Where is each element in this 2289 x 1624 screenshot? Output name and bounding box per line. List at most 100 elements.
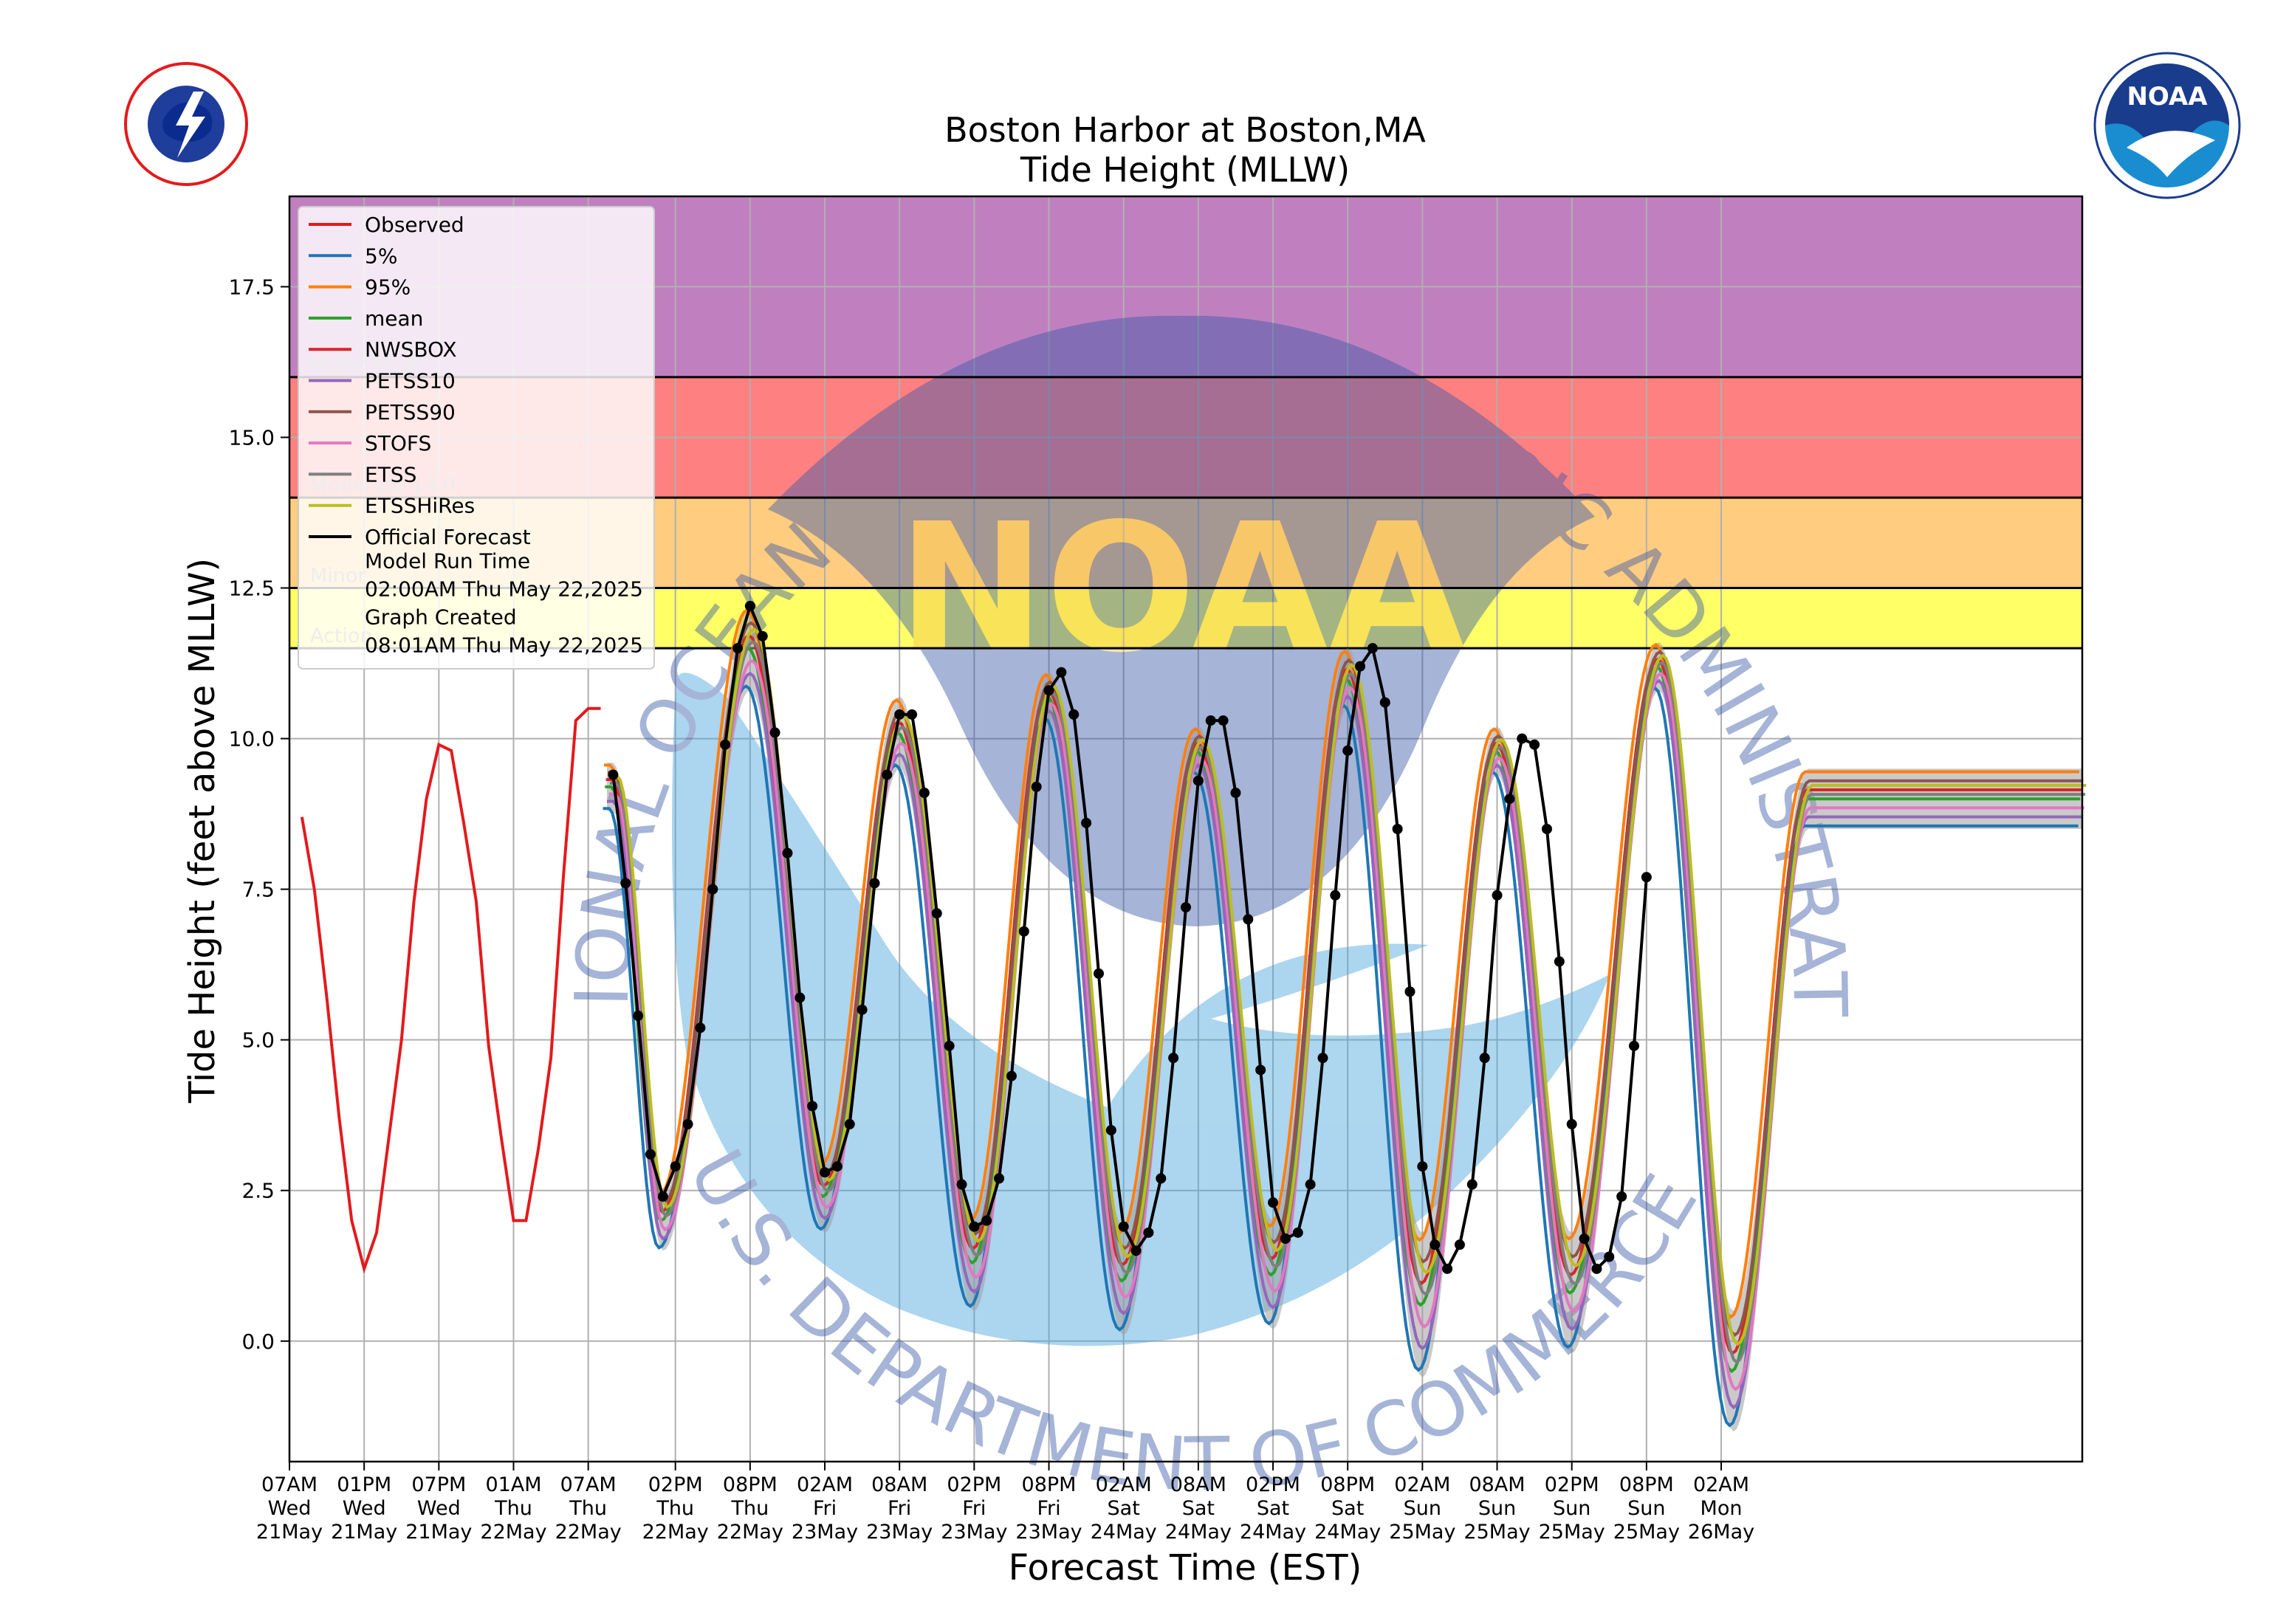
official-forecast-point [1517,733,1528,744]
x-tick-label-time: 08AM [1170,1473,1226,1496]
x-tick-label-time: 08PM [723,1473,778,1496]
legend-box [298,206,655,670]
y-tick-label: 2.5 [241,1179,275,1203]
x-tick-label-time: 07AM [560,1473,617,1496]
x-tick-label-day: Wed [343,1497,386,1520]
official-forecast-point [1043,685,1054,696]
official-forecast-point [695,1022,706,1033]
x-tick-label-date: 24May [1314,1521,1381,1544]
legend-note: 02:00AM Thu May 22,2025 [365,577,643,601]
y-tick-label: 0.0 [241,1329,275,1354]
x-tick-label-date: 22May [642,1521,709,1544]
y-tick-label: 5.0 [241,1028,275,1053]
x-tick-label-date: 23May [866,1521,933,1544]
x-tick-label-time: 02PM [1246,1473,1300,1496]
legend-note: Model Run Time [365,548,530,573]
noaa-logo: NOAA NATIONAL OCEANIC AND ATMOSPHERIC AD… [2093,52,2241,226]
x-tick-label-day: Sat [1331,1497,1364,1520]
noaa-logo-label: NOAA [2127,82,2208,111]
official-forecast-point [1566,1118,1577,1129]
official-forecast-point [1616,1191,1627,1202]
y-tick-label: 12.5 [229,577,275,601]
x-tick-label-day: Thu [569,1497,607,1520]
official-forecast-point [1342,745,1353,756]
x-tick-label-date: 24May [1091,1521,1157,1544]
x-tick-label-day: Sun [1478,1497,1516,1520]
official-forecast-point [795,992,806,1003]
x-tick-label-time: 08AM [871,1473,927,1496]
x-tick-label-day: Sun [1404,1497,1441,1520]
official-forecast-point [994,1173,1005,1184]
legend-entry: ETSSHiRes [365,494,475,518]
official-forecast-point [1192,775,1204,786]
official-forecast-point [769,727,780,738]
x-tick-label-day: Mon [1701,1497,1743,1520]
x-tick-label-date: 21May [405,1521,472,1544]
official-forecast-point [981,1215,992,1226]
x-tick-label-time: 07PM [411,1473,466,1496]
noaa-logo-text: NATIONAL OCEANIC AND ATMOSPHERIC ADMINIS… [2157,220,2178,222]
legend-note: 08:01AM Thu May 22,2025 [365,633,643,657]
x-tick-label-day: Wed [417,1497,461,1520]
x-tick-label-day: Sun [1627,1497,1665,1520]
x-tick-label-time: 02AM [1394,1473,1450,1496]
official-forecast-point [931,908,942,919]
noaa-logo-bottom-text: U.S. DEPARTMENT OF COMMERCE [2161,224,2174,226]
nws-logo: NATIONAL WEATHER SERVICE [124,62,248,215]
official-forecast-point [1641,872,1652,883]
official-forecast-point [1006,1070,1017,1081]
official-forecast-point [857,1004,868,1015]
y-tick-label: 7.5 [241,878,275,902]
official-forecast-point [1093,968,1104,979]
legend-entry: PETSS90 [365,400,456,424]
y-axis-label: Tide Height (feet above MLLW) [182,558,223,1104]
official-forecast-point [944,1040,955,1051]
x-tick-label-time: 01AM [485,1473,541,1496]
x-tick-label-time: 08PM [1022,1473,1077,1496]
official-forecast-point [657,1191,668,1202]
official-forecast-point [608,769,619,780]
official-forecast-point [1031,781,1042,792]
official-forecast-point [1255,1064,1266,1076]
x-tick-label-day: Fri [813,1497,837,1520]
official-forecast-point [894,709,905,720]
official-forecast-point [1156,1173,1167,1184]
x-tick-label-day: Sun [1553,1497,1590,1520]
official-forecast-point [670,1161,681,1172]
x-tick-label-time: 02AM [797,1473,853,1496]
official-forecast-point [807,1101,818,1112]
official-forecast-point [1529,739,1540,750]
x-tick-label-day: Fri [962,1497,986,1520]
y-tick-label: 10.0 [229,727,275,751]
official-forecast-point [1081,817,1092,828]
x-tick-label-date: 24May [1240,1521,1306,1544]
official-forecast-point [1541,824,1552,834]
y-tick-label: 17.5 [229,275,275,299]
x-tick-label-date: 21May [331,1521,397,1544]
official-forecast-point [969,1221,980,1232]
x-tick-label-time: 08AM [1469,1473,1525,1496]
official-forecast-point [907,709,918,720]
official-forecast-point [707,884,718,895]
official-forecast-point [633,1011,644,1022]
legend-entry: ETSS [365,462,416,486]
x-tick-label-date: 23May [792,1521,858,1544]
official-forecast-point [882,769,893,780]
main-series [300,601,1652,1274]
official-forecast-point [1305,1179,1316,1190]
official-forecast-point [1404,986,1415,997]
legend-entry: mean [365,306,423,331]
official-forecast-point [1056,667,1067,678]
official-forecast-point [869,878,880,889]
official-forecast-point [1168,1053,1179,1064]
official-forecast-point [1629,1040,1639,1051]
x-tick-label-day: Sat [1108,1497,1140,1520]
x-tick-label-date: 25May [1389,1521,1455,1544]
official-forecast-point [1317,1053,1328,1064]
x-tick-label-day: Thu [656,1497,694,1520]
official-forecast-point [1330,890,1341,901]
official-forecast-point [919,788,930,799]
x-tick-label-time: 08PM [1619,1473,1674,1496]
legend-entry: Observed [365,213,464,237]
